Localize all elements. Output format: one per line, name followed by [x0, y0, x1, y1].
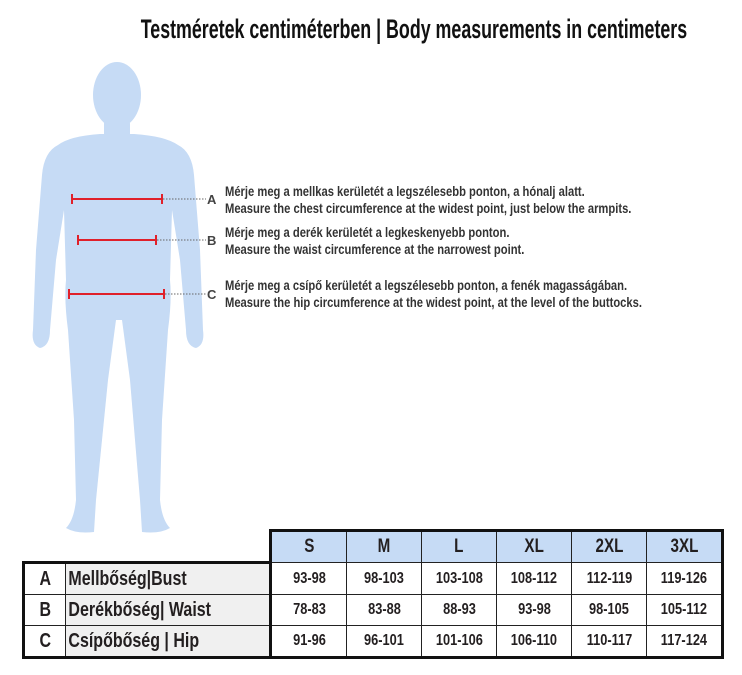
leader-lines: [157, 198, 206, 295]
marker-a: A: [207, 192, 217, 207]
measure-lines: [68, 194, 165, 299]
size-m: M: [346, 529, 422, 563]
size-l: L: [421, 529, 497, 563]
size-header-row: S M L XL 2XL 3XL: [23, 529, 724, 563]
size-table: S M L XL 2XL 3XL A Mellbőség|Bust 93-98 …: [22, 529, 724, 659]
size-s: S: [270, 529, 347, 563]
human-silhouette: [32, 62, 204, 533]
size-3xl: 3XL: [646, 529, 724, 563]
marker-b: B: [207, 233, 217, 248]
size-2xl: 2XL: [571, 529, 647, 563]
size-xl: XL: [496, 529, 572, 563]
table-row-waist: B Derékbőség| Waist 78-83 83-88 88-93 93…: [22, 594, 724, 626]
body-figure: [32, 62, 206, 533]
instruction-waist: Mérje meg a derék kerületét a legkeskeny…: [225, 224, 525, 257]
marker-c: C: [207, 287, 217, 302]
table-row-hip: C Csípőbőség | Hip 91-96 96-101 101-106 …: [22, 625, 724, 659]
table-row-bust: A Mellbőség|Bust 93-98 98-103 103-108 10…: [22, 561, 724, 595]
instruction-hip: Mérje meg a csípő kerületét a legszélese…: [225, 277, 642, 310]
instruction-chest: Mérje meg a mellkas kerületét a legszéle…: [225, 183, 632, 216]
page-title: Testméretek centiméterben | Body measure…: [140, 14, 688, 44]
